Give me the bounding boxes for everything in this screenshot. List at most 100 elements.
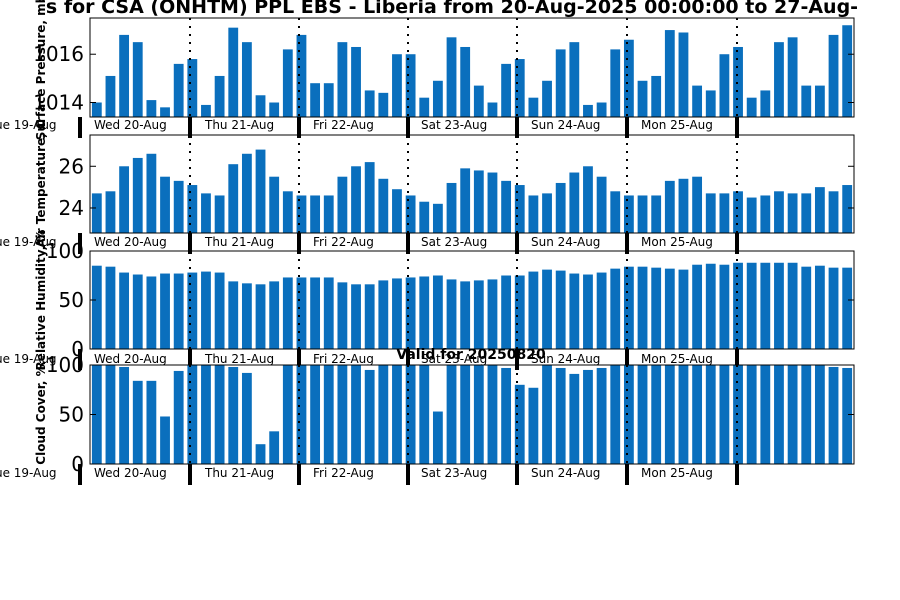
axes-frame — [89, 17, 855, 118]
bar — [160, 273, 170, 349]
y-tick-label: 50 — [59, 403, 84, 427]
bar — [637, 195, 648, 233]
bar — [392, 278, 402, 349]
bar — [692, 264, 703, 349]
bar — [255, 444, 266, 464]
y-tick-label: 0 — [71, 452, 84, 476]
bar — [651, 75, 662, 117]
bar — [105, 365, 116, 464]
bar — [201, 271, 211, 349]
bar — [814, 365, 825, 464]
bar — [583, 104, 593, 117]
bar — [337, 282, 348, 349]
bar — [719, 365, 730, 464]
bar — [787, 193, 798, 233]
bar — [419, 97, 430, 117]
bar — [446, 365, 457, 464]
bar — [446, 37, 457, 117]
bar — [405, 365, 416, 464]
bar — [419, 201, 430, 233]
bar — [228, 27, 239, 117]
bar — [173, 63, 184, 117]
bar — [310, 277, 321, 349]
y-tick-label: 26 — [59, 154, 84, 178]
bar — [432, 411, 443, 464]
bar — [555, 182, 566, 233]
bar — [214, 365, 225, 464]
bar — [705, 365, 716, 464]
bar — [119, 272, 130, 349]
bar — [351, 46, 361, 118]
bar — [160, 416, 170, 464]
bar — [692, 365, 703, 464]
bar — [187, 365, 198, 464]
bar — [432, 203, 443, 233]
x-tick-label: Mon 25-Aug — [641, 118, 713, 132]
bar — [91, 193, 102, 233]
bar — [814, 265, 825, 349]
bar — [842, 25, 853, 118]
bar — [337, 176, 348, 233]
bar — [105, 75, 116, 117]
bar — [542, 365, 552, 464]
bar — [774, 365, 784, 464]
bar — [173, 180, 184, 233]
bar — [569, 273, 580, 349]
bar — [814, 85, 825, 117]
bar — [364, 90, 375, 117]
bar — [842, 367, 853, 464]
bar — [132, 380, 143, 464]
y-axis-label: Air Temperature, C — [34, 120, 48, 248]
bar — [91, 365, 102, 464]
bar — [201, 104, 211, 117]
bar — [91, 102, 102, 117]
bar — [446, 182, 457, 233]
bar — [105, 266, 116, 349]
bar — [501, 275, 512, 349]
bar — [760, 262, 771, 349]
bar — [528, 271, 539, 349]
bar — [241, 283, 252, 349]
x-tick-label: Thu 21-Aug — [204, 352, 274, 366]
bar — [787, 262, 798, 349]
bar — [801, 193, 812, 233]
y-tick-label: 1014 — [33, 91, 84, 115]
bar — [201, 365, 211, 464]
bar — [405, 54, 416, 117]
x-tick-label: Mon 25-Aug — [641, 352, 713, 366]
bar — [432, 80, 443, 117]
bar — [664, 268, 675, 349]
bar — [746, 197, 757, 233]
bar — [828, 34, 839, 117]
bar — [187, 272, 198, 349]
bar — [637, 266, 648, 349]
bar — [132, 42, 143, 117]
bar — [119, 166, 130, 233]
bar — [405, 195, 416, 233]
x-tick-label: Tue 19-Aug — [0, 118, 57, 132]
x-tick-label: Wed 20-Aug — [94, 118, 167, 132]
bar — [774, 42, 784, 117]
x-tick-label: Thu 21-Aug — [204, 118, 274, 132]
bar — [692, 85, 703, 117]
bar — [801, 365, 812, 464]
bar — [651, 267, 662, 349]
bar — [228, 366, 239, 464]
bar — [337, 42, 348, 117]
bar — [774, 262, 784, 349]
bar — [460, 365, 471, 464]
bar — [760, 90, 771, 117]
y-axis-label: Cloud Cover, % — [34, 364, 48, 464]
bar — [160, 107, 170, 117]
bar — [583, 369, 593, 464]
bar — [637, 365, 648, 464]
bar — [801, 85, 812, 117]
bar — [555, 49, 566, 117]
bar — [651, 195, 662, 233]
y-tick-label: 100 — [46, 353, 84, 377]
bar — [487, 365, 498, 464]
bar — [514, 185, 525, 233]
bar — [392, 189, 402, 233]
bar — [282, 49, 293, 117]
